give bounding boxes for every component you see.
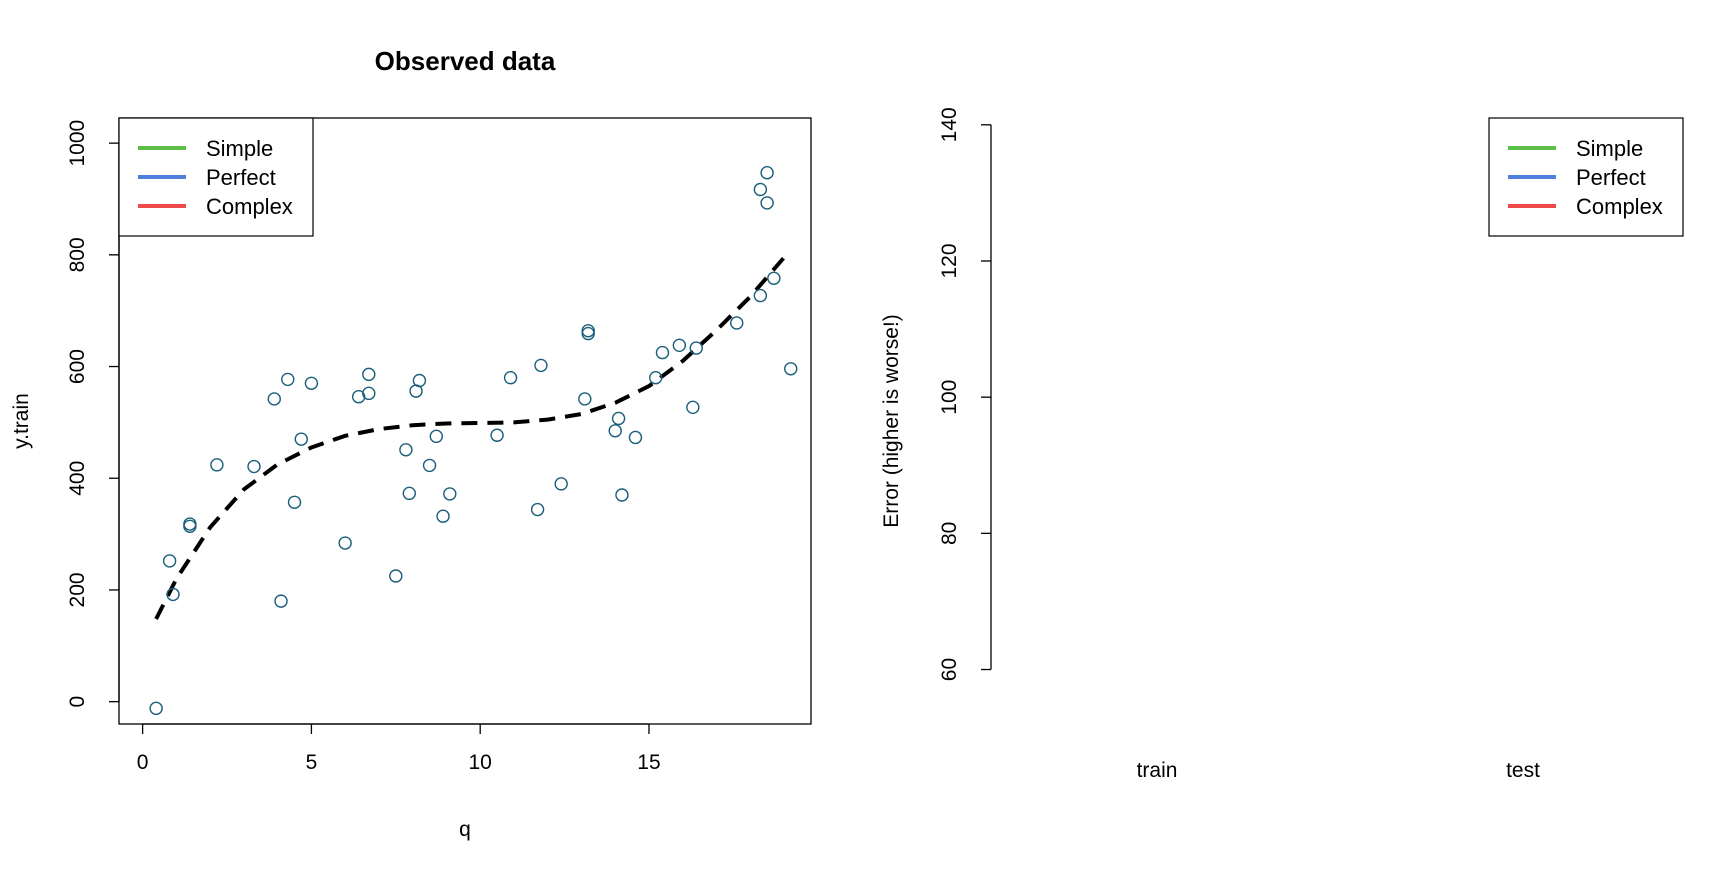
data-point [730, 316, 744, 330]
data-point [166, 587, 180, 602]
scatter-panel: Observed data q y.train 0 5 10 15 0 200 400 600 800… [10, 46, 812, 841]
data-point [686, 400, 700, 415]
data-point [753, 182, 768, 197]
data-point [578, 392, 592, 406]
data-point [267, 392, 281, 406]
data-point [389, 569, 403, 583]
data-point [443, 487, 457, 501]
y-tick-label: 0 [66, 696, 89, 708]
data-point [672, 338, 687, 353]
data-point [649, 371, 663, 385]
data-point [294, 432, 308, 446]
x-category-label: train [1137, 759, 1178, 782]
data-point [422, 458, 437, 473]
data-point [689, 341, 703, 355]
data-point [281, 372, 295, 387]
data-point [362, 367, 376, 382]
data-point [760, 166, 774, 180]
data-point [429, 429, 444, 444]
legend-label-complex: Complex [1576, 194, 1663, 219]
y-tick-label: 200 [66, 572, 89, 607]
data-point [530, 502, 545, 517]
x-tick-label: 0 [137, 751, 149, 774]
y-tick-label: 100 [938, 380, 961, 415]
data-point [760, 196, 774, 210]
y-axis-label: Error (higher is worse!) [880, 314, 903, 528]
x-tick-label: 5 [306, 751, 318, 774]
y-tick-label: 600 [66, 349, 89, 384]
y-tick-label: 400 [66, 461, 89, 496]
data-point [490, 428, 504, 442]
legend-label-simple: Simple [206, 136, 273, 161]
data-point [304, 376, 319, 390]
x-axis-label: q [459, 818, 471, 841]
data-point [183, 519, 197, 533]
x-tick-label: 15 [637, 751, 660, 774]
data-point [655, 345, 670, 360]
chart-title: Observed data [375, 46, 556, 76]
data-point [247, 459, 261, 474]
y-tick-label: 1000 [66, 120, 89, 167]
data-point [784, 362, 798, 376]
x-category-label: test [1506, 759, 1540, 782]
y-tick-label: 800 [66, 237, 89, 272]
y-tick-label: 140 [938, 107, 961, 142]
data-point [534, 358, 548, 373]
data-point [767, 271, 781, 285]
y-tick-label: 80 [938, 522, 961, 545]
y-tick-label: 120 [938, 243, 961, 278]
data-point [274, 594, 288, 608]
data-point [628, 430, 643, 445]
data-point [436, 509, 450, 523]
data-point [402, 486, 417, 501]
legend-label-simple: Simple [1576, 136, 1643, 161]
data-point [287, 495, 302, 509]
data-point [615, 488, 629, 502]
data-point [362, 386, 376, 401]
data-point [554, 477, 568, 491]
data-point [149, 701, 163, 716]
data-point [210, 458, 224, 472]
data-point [162, 554, 177, 568]
data-point [399, 443, 413, 457]
data-point [753, 288, 768, 303]
data-point [503, 371, 518, 385]
legend-label-perfect: Perfect [206, 165, 276, 190]
error-panel: Error (higher is worse!) 60 80 100 120 140 tra… [880, 107, 1684, 782]
data-point [581, 324, 595, 338]
data-point [608, 424, 622, 438]
data-point [611, 411, 626, 426]
x-tick-label: 10 [469, 751, 492, 774]
fitted-curve [154, 256, 786, 620]
data-point [412, 373, 427, 388]
legend-label-perfect: Perfect [1576, 165, 1646, 190]
y-tick-label: 60 [938, 658, 961, 681]
data-point [338, 536, 352, 550]
y-axis-label: y.train [10, 393, 33, 449]
data-point [581, 326, 595, 341]
legend-label-complex: Complex [206, 194, 293, 219]
